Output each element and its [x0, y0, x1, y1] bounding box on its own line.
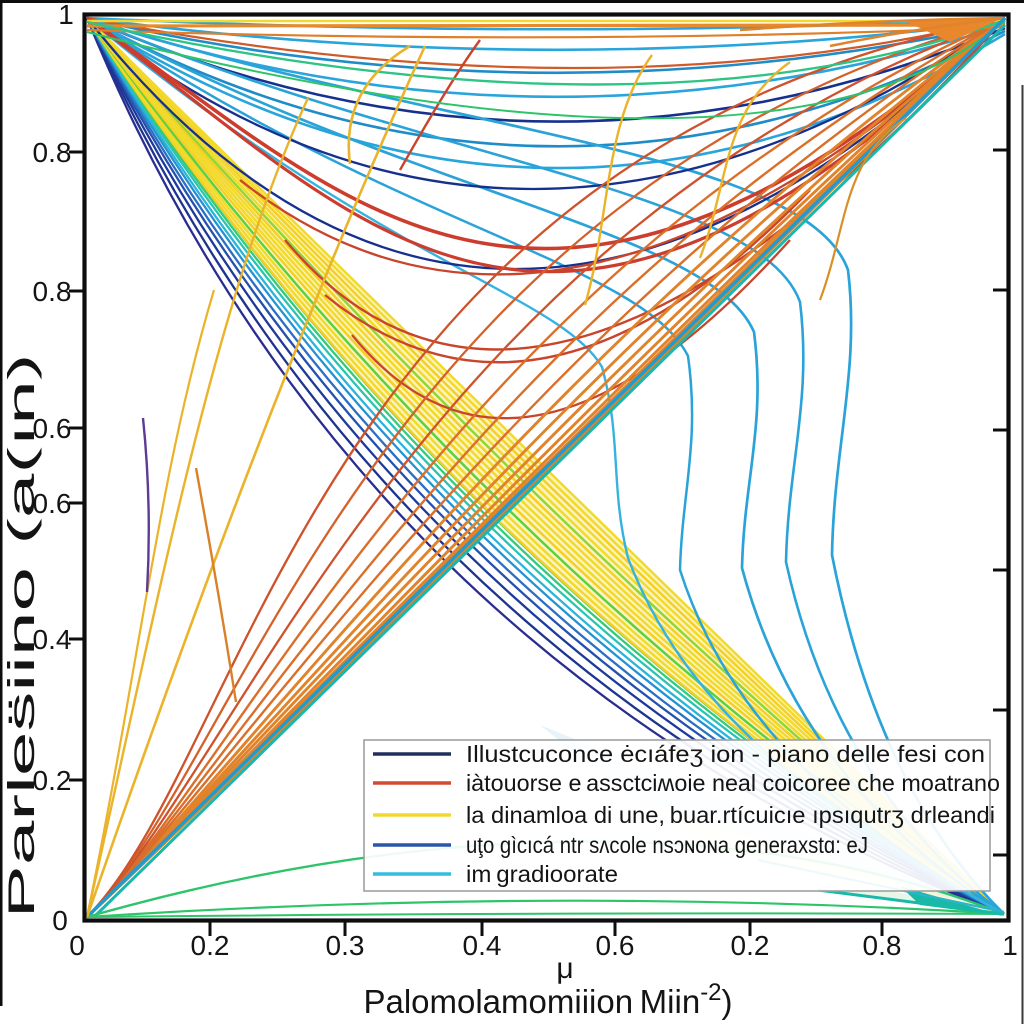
svg-text:0.2: 0.2: [731, 930, 770, 961]
svg-text:uţo gìcıcá ntr sʌcole nsɔɴo: uţo gìcıcá ntr sʌcole nsɔɴoɴa ɡenerax…: [466, 832, 868, 858]
svg-text:Palomolamomiiion Miin-2): Palomolamomiiion Miin-2): [363, 979, 732, 1020]
svg-text:1: 1: [58, 0, 74, 30]
svg-text:0.8: 0.8: [33, 137, 72, 168]
svg-text:0.2: 0.2: [33, 765, 72, 796]
svg-text:Illustcuconce ėcıáfeʒ ion -: Illustcuconce ėcıáfeʒ ion - piano dell…: [466, 741, 985, 767]
svg-text:0.4: 0.4: [463, 930, 502, 961]
svg-text:0: 0: [52, 905, 68, 936]
svg-text:1: 1: [1002, 930, 1018, 961]
svg-text:0.4: 0.4: [33, 624, 72, 655]
svg-text:0.8: 0.8: [33, 276, 72, 307]
svg-text:0.8: 0.8: [863, 930, 902, 961]
svg-text:Parles̈iino (a(ın): Parles̈iino (a(ın): [1, 354, 42, 919]
svg-text:la dinamloa di une, buar.rtíc: la dinamloa di une, buar.rtícuicıe ıpsı…: [466, 802, 995, 828]
svg-text:im gradioorate: im gradioorate: [466, 861, 618, 887]
svg-text:0.6: 0.6: [33, 413, 72, 444]
svg-text:μ: μ: [556, 952, 573, 985]
svg-text:0.6: 0.6: [596, 930, 635, 961]
svg-text:iàtouorse e assctciʍoie neal: iàtouorse e assctciʍoie neal coicoree c…: [466, 770, 1000, 796]
svg-text:0.2: 0.2: [191, 930, 230, 961]
svg-text:0.3: 0.3: [326, 930, 365, 961]
svg-text:0.6: 0.6: [33, 488, 72, 519]
svg-text:0: 0: [69, 930, 85, 961]
